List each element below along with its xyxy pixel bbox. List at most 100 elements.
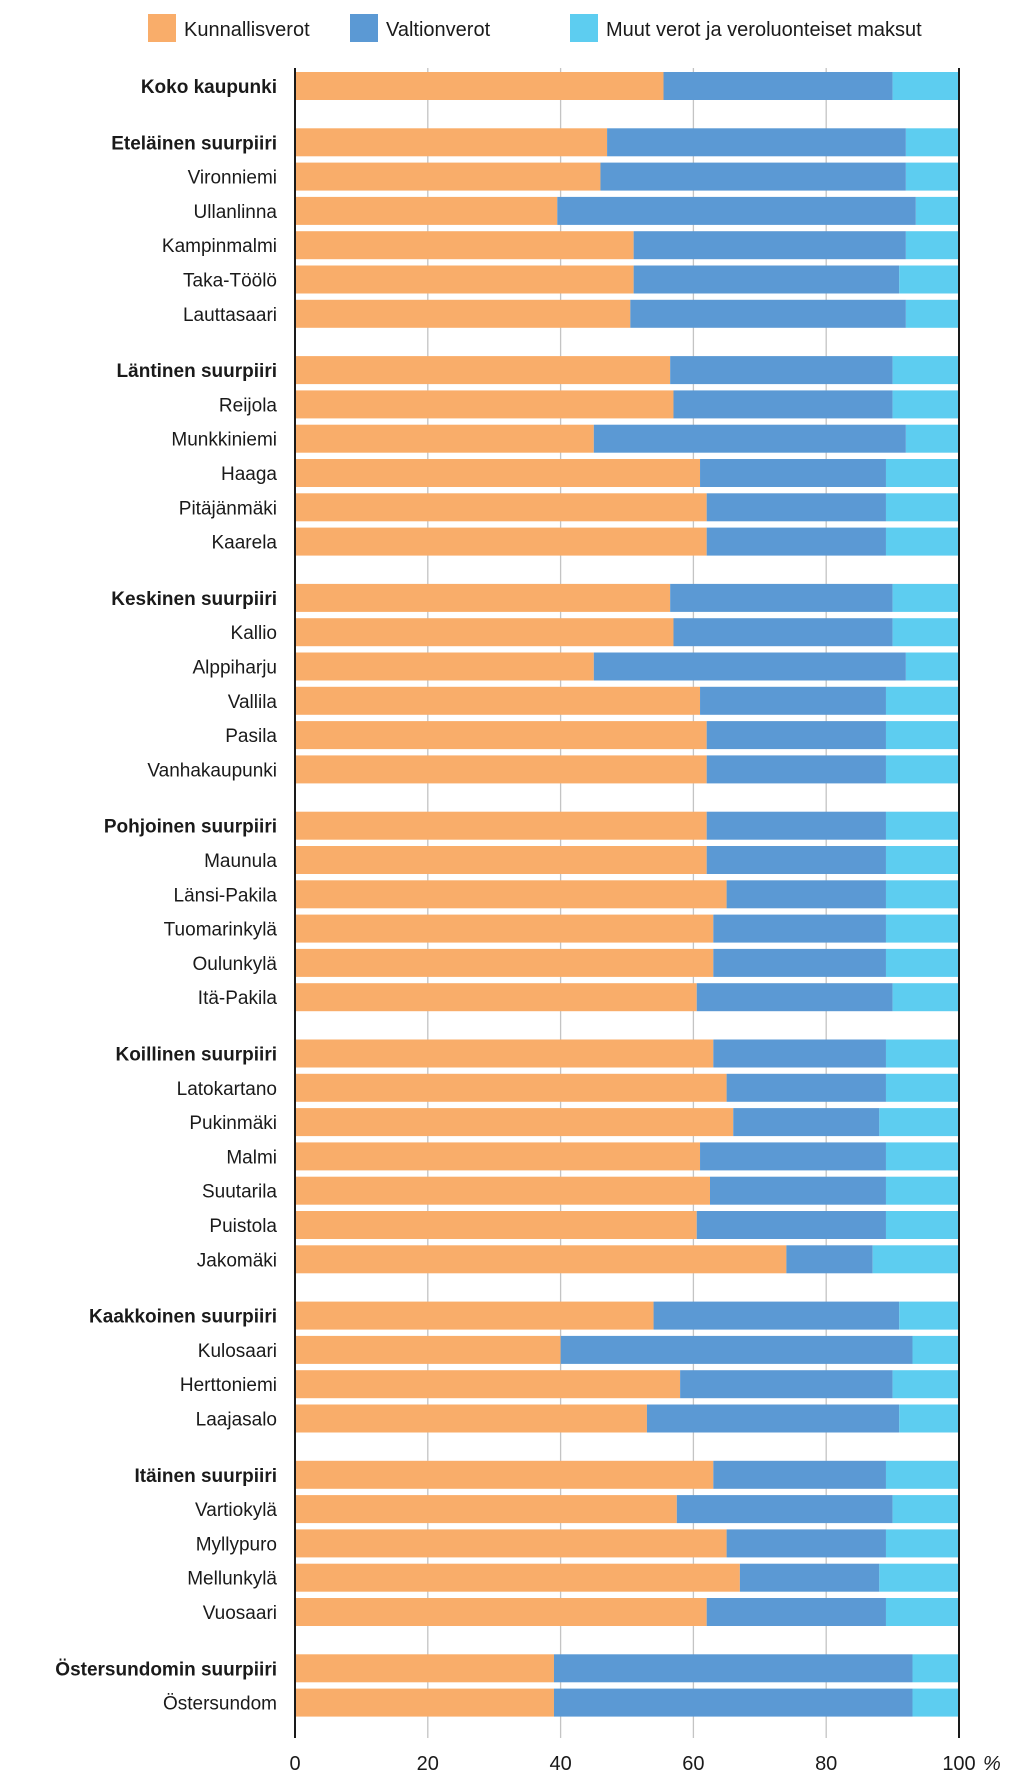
subdistrict-label: Maunula (204, 851, 277, 872)
bar-segment-1 (295, 1495, 677, 1524)
subdistrict-label: Munkkiniemi (171, 430, 277, 451)
bar-segment-3 (885, 686, 959, 715)
subdistrict-label: Kaarela (212, 533, 278, 554)
bar-segment-2 (680, 1370, 893, 1399)
subdistrict-label: Vartiokylä (195, 1500, 277, 1521)
bar-segment-2 (593, 652, 906, 681)
subdistrict-label: Kulosaari (198, 1341, 277, 1362)
bar-segment-1 (295, 390, 674, 419)
bar-segment-2 (700, 686, 886, 715)
subdistrict-label: Myllypuro (196, 1534, 277, 1555)
bar-segment-1 (295, 755, 707, 784)
bar-segment-1 (295, 231, 634, 260)
x-tick-label: 20 (417, 1753, 439, 1775)
bar-segment-2 (553, 1688, 913, 1717)
bar-segment-2 (733, 1108, 880, 1137)
bar-segment-1 (295, 527, 707, 556)
bar-segment-2 (739, 1563, 880, 1592)
bar-segment-3 (905, 424, 959, 453)
bar-segment-1 (295, 265, 634, 294)
x-unit-label: % (983, 1753, 1001, 1775)
bar-segment-2 (670, 356, 893, 385)
bar-segment-3 (915, 196, 959, 225)
subdistrict-label: Suutarila (202, 1182, 277, 1203)
bar-segment-1 (295, 721, 707, 750)
bar-segment-1 (295, 652, 594, 681)
subdistrict-label: Latokartano (177, 1079, 277, 1100)
district-label: Läntinen suurpiiri (117, 361, 277, 382)
bar-segment-2 (706, 721, 886, 750)
bar-segment-1 (295, 811, 707, 840)
bar-segment-1 (295, 583, 671, 612)
subdistrict-label: Haaga (221, 464, 277, 485)
subdistrict-label: Kampinmalmi (162, 236, 277, 257)
bar-segment-1 (295, 983, 697, 1012)
x-tick-label: 40 (549, 1753, 571, 1775)
bar-segment-3 (892, 618, 959, 647)
bars (295, 72, 959, 1717)
bar-segment-3 (892, 390, 959, 419)
bar-segment-2 (600, 162, 906, 191)
subdistrict-label: Alppiharju (193, 658, 278, 679)
bar-segment-1 (295, 196, 558, 225)
bar-segment-2 (726, 1529, 886, 1558)
bar-segment-3 (879, 1563, 959, 1592)
bar-segment-1 (295, 1335, 561, 1364)
category-labels: Koko kaupunki Eteläinen suurpiiri Vironnie… (55, 77, 277, 1715)
bar-segment-3 (885, 1142, 959, 1171)
bar-segment-3 (892, 1495, 959, 1524)
bar-segment-2 (713, 1460, 886, 1489)
bar-segment-2 (560, 1335, 913, 1364)
bar-segment-3 (885, 811, 959, 840)
bar-segment-3 (892, 983, 959, 1012)
bar-segment-2 (673, 390, 893, 419)
bar-segment-1 (295, 1073, 727, 1102)
subdistrict-label: Taka-Töölö (183, 271, 277, 292)
legend-label-3: Muut verot ja veroluonteiset maksut (606, 19, 922, 41)
bar-segment-1 (295, 846, 707, 874)
bar-segment-2 (696, 1211, 886, 1239)
district-label: Keskinen suurpiiri (111, 589, 277, 610)
district-label: Pohjoinen suurpiiri (104, 817, 277, 838)
x-tick-label: 60 (682, 1753, 704, 1775)
subdistrict-label: Reijola (219, 395, 278, 416)
bar-segment-3 (885, 846, 959, 874)
bar-segment-2 (706, 755, 886, 784)
bar-segment-1 (295, 1039, 714, 1068)
bar-segment-3 (885, 1039, 959, 1068)
subdistrict-label: Vironniemi (188, 168, 277, 189)
subdistrict-label: Vallila (228, 692, 278, 713)
bar-segment-3 (885, 527, 959, 556)
bar-segment-1 (295, 1654, 554, 1683)
subdistrict-label: Lauttasaari (183, 305, 277, 326)
bar-segment-3 (885, 493, 959, 522)
bar-segment-1 (295, 1142, 701, 1171)
district-label: Eteläinen suurpiiri (111, 133, 277, 154)
bar-segment-2 (553, 1654, 913, 1683)
bar-segment-1 (295, 299, 631, 328)
bar-segment-2 (706, 846, 886, 874)
bar-segment-2 (673, 618, 893, 647)
subdistrict-label: Oulunkylä (193, 954, 278, 975)
bar-segment-1 (295, 1529, 727, 1558)
subdistrict-label: Tuomarinkylä (164, 920, 278, 941)
bar-segment-2 (593, 424, 906, 453)
bar-segment-2 (700, 459, 886, 487)
legend: Kunnallisverot Valtionverot Muut verot ja … (148, 14, 922, 42)
bar-segment-2 (710, 1176, 886, 1205)
bar-segment-3 (885, 721, 959, 750)
bar-segment-3 (899, 1301, 959, 1330)
bar-segment-3 (905, 162, 959, 191)
bar-segment-3 (899, 265, 959, 294)
bar-segment-1 (295, 618, 674, 647)
x-tick-label: 100 (942, 1753, 975, 1775)
bar-segment-1 (295, 686, 701, 715)
bar-segment-3 (912, 1654, 959, 1683)
district-label: Koko kaupunki (141, 77, 277, 98)
bar-segment-1 (295, 1370, 681, 1399)
subdistrict-label: Vuosaari (203, 1603, 277, 1624)
bar-segment-3 (885, 459, 959, 487)
bar-segment-3 (872, 1245, 959, 1274)
subdistrict-label: Puistola (209, 1216, 277, 1237)
